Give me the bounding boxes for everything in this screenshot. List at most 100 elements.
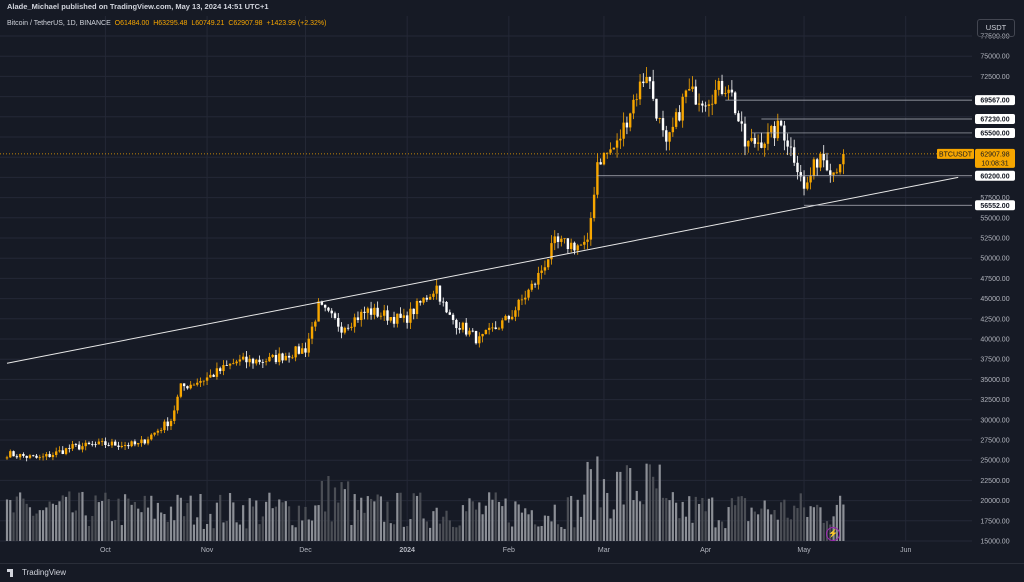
volume-bar [28,507,32,541]
price-level-label: 60200.00 [980,173,1009,180]
candle-body [130,441,133,447]
symbol-tag [937,148,974,159]
y-axis-tick-label: 50000.00 [980,256,1009,263]
volume-bar [799,493,802,541]
volume-bar [835,504,838,541]
volume-bar [491,499,494,541]
trendline[interactable] [6,176,959,364]
volume-bar [530,510,533,541]
candle-body [743,123,747,147]
volume-bar [638,501,642,541]
candle-body [510,316,514,320]
volume-bar [12,512,15,541]
candle-body [327,307,330,311]
volume-bar [199,494,202,541]
volume-bar [517,504,520,541]
candle-body [366,308,369,313]
y-axis-tick-label: 75000.00 [980,54,1009,61]
volume-bar [422,518,425,541]
x-axis-tick-label: Feb [503,547,515,554]
price-level-label: 67230.00 [980,116,1009,123]
candle-body [747,140,750,147]
volume-bar [438,523,442,541]
price-level-label: 69567.00 [980,98,1009,105]
candle-body [18,454,22,458]
volume-bar [701,497,704,541]
candle-body [274,354,278,363]
price-level-tag [975,95,1015,106]
candle-body [156,430,160,433]
volume-bar [48,501,51,541]
volume-bar [737,496,740,541]
volume-bar [74,510,77,541]
volume-bar [461,505,465,541]
volume-bar [153,518,156,541]
candle-body [655,98,658,119]
volume-bar [291,525,294,541]
candle-body [651,81,655,99]
candle-body [74,444,78,445]
candle-body [15,456,19,458]
candle-body [323,304,327,308]
x-axis-tick-label: Apr [700,547,712,554]
price-chart[interactable]: 69567.00 67230.00 65500.00 60200.00 56552.00… [0,14,1024,563]
candle-body [563,238,566,240]
volume-bar [228,493,232,541]
candle-body [41,456,45,458]
volume-bar [658,464,661,541]
volume-bar [468,498,471,541]
symbol-tag-label: BTCUSDT [939,151,973,158]
ohlc-open: O61484.00 [114,20,150,27]
candle-body [802,176,806,189]
volume-bar [570,495,573,541]
tradingview-logo[interactable]: TradingView [7,568,66,577]
candle-body [799,172,802,177]
volume-bar [209,513,212,541]
volume-bar [347,481,350,541]
volume-bar [271,508,274,541]
candle-body [674,112,678,127]
ohlc-change: +1423.99 (+2.32%) [266,20,327,27]
volume-bar [615,471,619,541]
candle-body [773,126,776,139]
volume-bar [284,501,287,541]
candle-body [5,457,9,459]
volume-bar [297,505,301,541]
candle-body [120,445,123,448]
volume-bar [678,518,681,541]
candle-body [317,301,320,322]
volume-bar [652,476,655,541]
volume-bar [94,495,97,541]
candle-body [697,103,701,105]
volume-bar [527,514,530,541]
volume-bar [104,492,107,541]
candle-body [25,455,28,458]
volume-bar [455,527,458,541]
volume-bar [730,498,733,541]
candle-body [504,315,507,321]
candle-body [215,368,219,377]
candle-body [294,346,297,358]
candle-body [471,330,474,332]
volume-bar [642,504,645,541]
candle-body [711,103,714,105]
volume-bar [671,492,674,541]
candle-body [363,311,366,313]
volume-bar [330,521,333,541]
candle-body [179,383,183,397]
lightning-icon[interactable]: ⚡ [826,527,840,541]
volume-bar [150,495,153,541]
candle-body [474,330,478,344]
currency-selector[interactable]: USDT [977,19,1015,37]
volume-bar [629,468,632,541]
candle-body [458,328,461,330]
volume-bar [117,498,120,541]
volume-bar [215,502,219,541]
candle-body [438,285,442,302]
volume-bar [458,525,461,541]
candle-body [422,297,425,303]
volume-bar [225,520,228,541]
candle-body [602,152,606,165]
y-axis-tick-label: 27500.00 [980,438,1009,445]
volume-bar [61,495,64,541]
